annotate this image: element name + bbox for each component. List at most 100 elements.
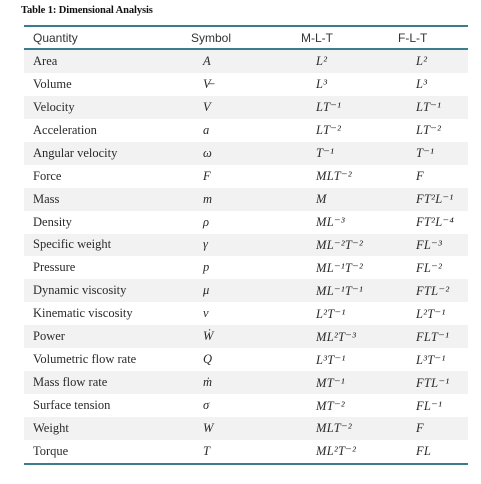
quantity-cell: Density — [24, 210, 191, 234]
flt-cell: LT⁻² — [413, 118, 468, 142]
mlt-cell: L² — [313, 50, 413, 73]
table-row: Torque T ML²T⁻² FL — [24, 439, 468, 463]
flt-cell: F — [413, 417, 468, 440]
quantity-cell: Mass — [24, 187, 191, 211]
mlt-cell: LT⁻² — [313, 118, 413, 142]
quantity-cell: Specific weight — [24, 233, 191, 257]
header-quantity: Quantity — [33, 30, 78, 45]
mlt-cell: T⁻¹ — [313, 141, 413, 165]
header-rule — [24, 48, 468, 50]
flt-cell: FT²L⁻¹ — [413, 187, 468, 211]
mlt-cell: MLT⁻² — [313, 417, 413, 440]
flt-cell: FTL⁻² — [413, 279, 468, 303]
table-header: Quantity Symbol M-L-T F-L-T — [24, 27, 468, 48]
flt-cell: FTL⁻¹ — [413, 371, 468, 395]
mlt-cell: L³ — [313, 72, 413, 96]
table-row: Mass m M FT²L⁻¹ — [24, 187, 468, 211]
header-flt: F-L-T — [398, 30, 428, 45]
flt-cell: FL⁻³ — [413, 233, 468, 257]
symbol-cell: μ — [191, 279, 313, 303]
mlt-cell: LT⁻¹ — [313, 95, 413, 119]
mlt-cell: L²T⁻¹ — [313, 302, 413, 326]
mlt-cell: ML²T⁻² — [313, 439, 413, 463]
table-row: Surface tension σ MT⁻² FL⁻¹ — [24, 394, 468, 417]
symbol-cell: V̶ — [191, 72, 313, 96]
mlt-cell: ML⁻²T⁻² — [313, 233, 413, 257]
quantity-cell: Volume — [24, 72, 191, 96]
quantity-cell: Kinematic viscosity — [24, 302, 191, 326]
mlt-cell: M — [313, 187, 413, 211]
symbol-cell: ṁ — [191, 371, 313, 395]
flt-cell: T⁻¹ — [413, 141, 468, 165]
flt-cell: L²T⁻¹ — [413, 302, 468, 326]
quantity-cell: Velocity — [24, 95, 191, 119]
symbol-cell: a — [191, 118, 313, 142]
table-row: Volume V̶ L³ L³ — [24, 72, 468, 96]
table-row: Weight W MLT⁻² F — [24, 417, 468, 440]
mlt-cell: MT⁻² — [313, 394, 413, 417]
quantity-cell: Force — [24, 164, 191, 188]
mlt-cell: ML²T⁻³ — [313, 325, 413, 349]
mlt-cell: L³T⁻¹ — [313, 348, 413, 372]
header-symbol: Symbol — [191, 30, 232, 45]
mlt-cell: MT⁻¹ — [313, 371, 413, 395]
symbol-cell: p — [191, 256, 313, 280]
table-row: Mass flow rate ṁ MT⁻¹ FTL⁻¹ — [24, 371, 468, 395]
symbol-cell: γ — [191, 233, 313, 257]
table-row: Area A L² L² — [24, 50, 468, 73]
flt-cell: FLT⁻¹ — [413, 325, 468, 349]
flt-cell: L² — [413, 50, 468, 73]
top-rule — [24, 25, 468, 27]
symbol-cell: W — [191, 417, 313, 440]
flt-cell: L³T⁻¹ — [413, 348, 468, 372]
symbol-cell: T — [191, 439, 313, 463]
table-row: Force F MLT⁻² F — [24, 164, 468, 188]
mlt-cell: ML⁻³ — [313, 210, 413, 234]
mlt-cell: MLT⁻² — [313, 164, 413, 188]
bottom-rule — [24, 462, 468, 465]
flt-cell: LT⁻¹ — [413, 95, 468, 119]
quantity-cell: Torque — [24, 439, 191, 463]
flt-cell: L³ — [413, 72, 468, 96]
flt-cell: F — [413, 164, 468, 188]
quantity-cell: Dynamic viscosity — [24, 279, 191, 303]
table-row: Pressure p ML⁻¹T⁻² FL⁻² — [24, 256, 468, 280]
table-row: Power Ẇ ML²T⁻³ FLT⁻¹ — [24, 325, 468, 349]
flt-cell: FL — [413, 439, 468, 463]
flt-cell: FT²L⁻⁴ — [413, 210, 468, 234]
symbol-cell: F — [191, 164, 313, 188]
table-row: Acceleration a LT⁻² LT⁻² — [24, 118, 468, 142]
mlt-cell: ML⁻¹T⁻² — [313, 256, 413, 280]
symbol-cell: m — [191, 187, 313, 211]
table-row: Dynamic viscosity μ ML⁻¹T⁻¹ FTL⁻² — [24, 279, 468, 303]
table-row: Angular velocity ω T⁻¹ T⁻¹ — [24, 141, 468, 165]
symbol-cell: ν — [191, 302, 313, 326]
quantity-cell: Mass flow rate — [24, 371, 191, 395]
symbol-cell: Q — [191, 348, 313, 372]
mlt-cell: ML⁻¹T⁻¹ — [313, 279, 413, 303]
dimensional-analysis-table: Quantity Symbol M-L-T F-L-T Area A L² L² Vol… — [24, 25, 468, 465]
table-row: Kinematic viscosity ν L²T⁻¹ L²T⁻¹ — [24, 302, 468, 326]
table-row: Density ρ ML⁻³ FT²L⁻⁴ — [24, 210, 468, 234]
symbol-cell: ρ — [191, 210, 313, 234]
quantity-cell: Pressure — [24, 256, 191, 280]
table-row: Velocity V LT⁻¹ LT⁻¹ — [24, 95, 468, 119]
table-row: Specific weight γ ML⁻²T⁻² FL⁻³ — [24, 233, 468, 257]
quantity-cell: Volumetric flow rate — [24, 348, 191, 372]
quantity-cell: Acceleration — [24, 118, 191, 142]
quantity-cell: Power — [24, 325, 191, 349]
table-body: Area A L² L² Volume V̶ L³ L³ Velocity V LT⁻¹ LT⁻¹ Ac… — [24, 50, 468, 463]
symbol-cell: V — [191, 95, 313, 119]
quantity-cell: Weight — [24, 417, 191, 440]
flt-cell: FL⁻² — [413, 256, 468, 280]
flt-cell: FL⁻¹ — [413, 394, 468, 417]
symbol-cell: A — [191, 50, 313, 73]
symbol-cell: σ — [191, 394, 313, 417]
quantity-cell: Surface tension — [24, 394, 191, 417]
quantity-cell: Area — [24, 50, 191, 73]
table-row: Volumetric flow rate Q L³T⁻¹ L³T⁻¹ — [24, 348, 468, 372]
quantity-cell: Angular velocity — [24, 141, 191, 165]
symbol-cell: ω — [191, 141, 313, 165]
symbol-cell: Ẇ — [191, 325, 313, 349]
table-caption: Table 1: Dimensional Analysis — [21, 5, 153, 16]
